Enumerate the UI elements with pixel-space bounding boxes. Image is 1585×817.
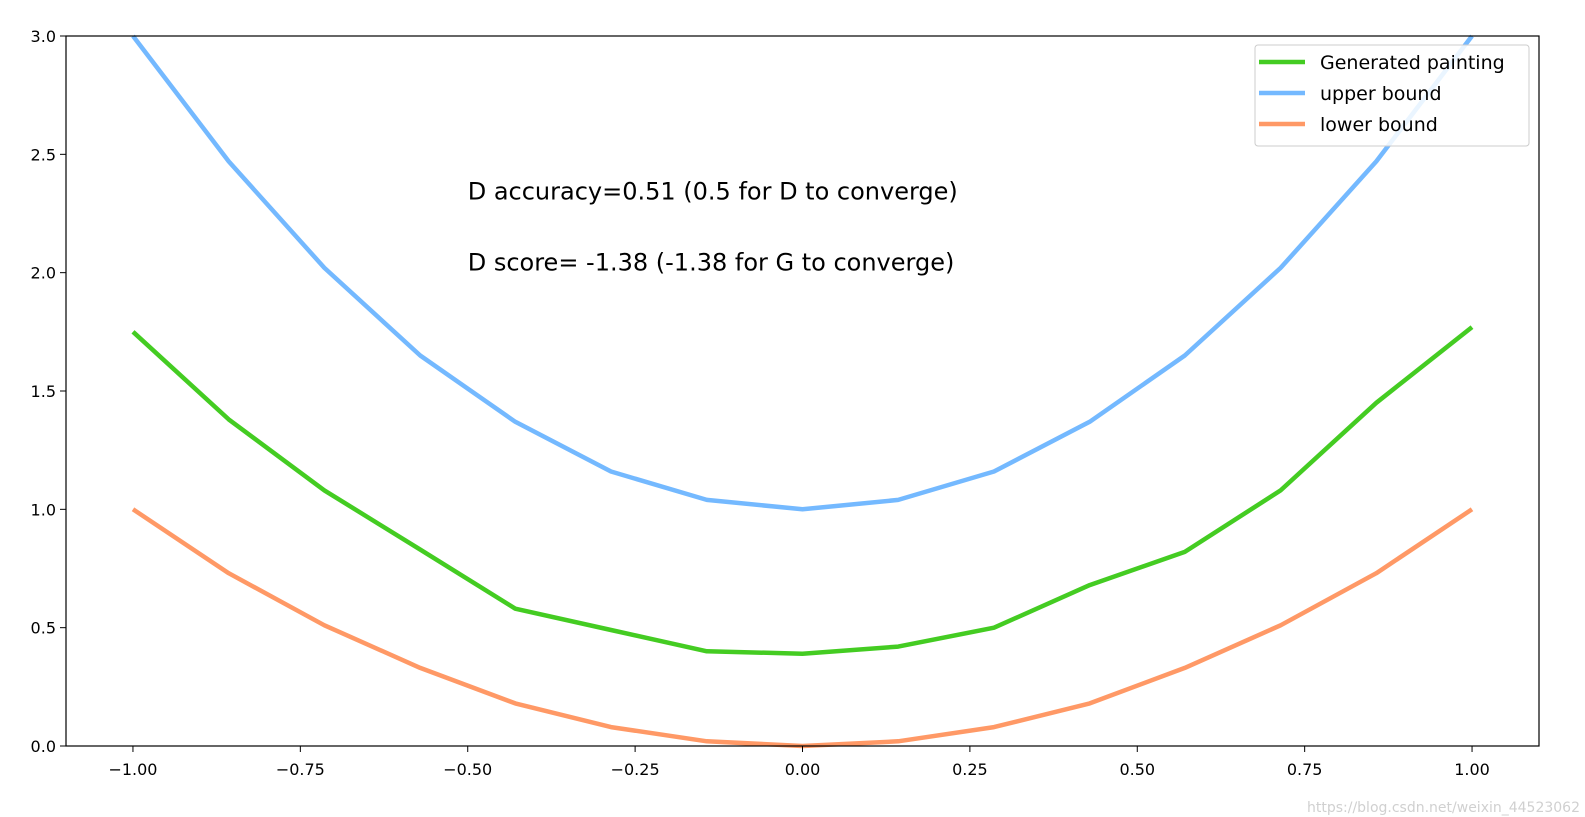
- legend-box: [1254, 44, 1530, 147]
- x-tick-label: −0.50: [443, 760, 492, 779]
- x-axis: −1.00 −0.75 −0.50 −0.25 0.00 0.25 0.50 0.75 1.00: [108, 746, 1490, 779]
- x-tick-label: 1.00: [1454, 760, 1490, 779]
- legend-label-1: upper bound: [1320, 83, 1442, 105]
- annotation-text: D score= -1.38 (-1.38 for G to converge): [468, 248, 955, 276]
- y-tick-label: 1.5: [31, 382, 56, 401]
- legend: Generated painting upper bound lower bound: [1254, 44, 1530, 147]
- y-tick-label: 3.0: [31, 27, 56, 46]
- series-line-0: [131, 325, 1474, 656]
- y-tick-label: 2.5: [31, 145, 56, 164]
- x-tick-label: 0.50: [1119, 760, 1155, 779]
- x-tick-label: −0.25: [611, 760, 660, 779]
- x-tick-label: 0.25: [952, 760, 988, 779]
- y-tick-label: 1.0: [31, 500, 56, 519]
- legend-label-0: Generated painting: [1320, 52, 1505, 74]
- x-tick-label: 0.00: [785, 760, 821, 779]
- series-line-1: [131, 34, 1474, 512]
- watermark-text: https://blog.csdn.net/weixin_44523062: [1307, 800, 1580, 816]
- y-tick-label: 0.0: [31, 737, 56, 756]
- x-tick-label: 0.75: [1287, 760, 1323, 779]
- x-tick-label: −0.75: [276, 760, 325, 779]
- y-tick-label: 0.5: [31, 619, 56, 638]
- legend-label-2: lower bound: [1320, 114, 1438, 136]
- annotation-text: D accuracy=0.51 (0.5 for D to converge): [468, 177, 958, 205]
- y-tick-label: 2.0: [31, 264, 56, 283]
- annotations: D accuracy=0.51 (0.5 for D to converge) D…: [468, 177, 958, 276]
- y-axis: 0.0 0.5 1.0 1.5 2.0 2.5 3.0: [31, 27, 66, 756]
- x-tick-label: −1.00: [108, 760, 157, 779]
